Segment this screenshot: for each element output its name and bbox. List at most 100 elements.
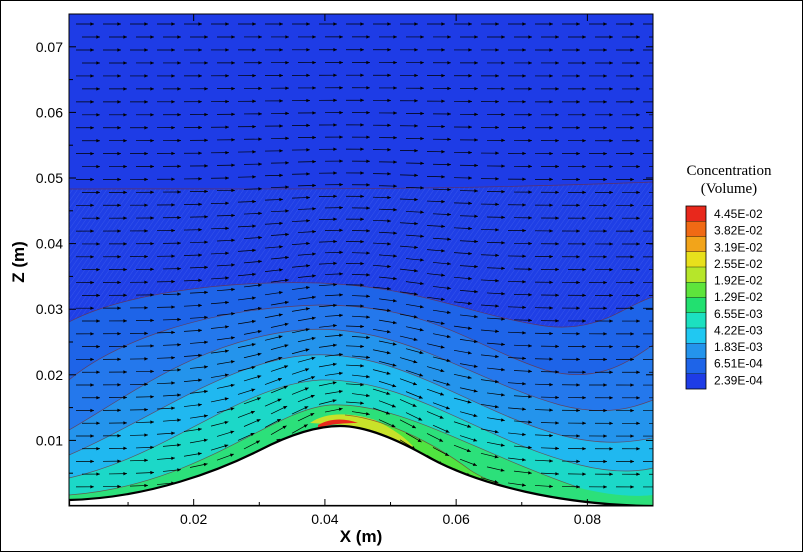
- vector-head: [277, 398, 282, 402]
- vector-head: [386, 391, 391, 395]
- vector-head: [657, 48, 661, 51]
- vector-head: [229, 453, 234, 457]
- y-tick-label: 0.05: [36, 170, 63, 186]
- vector-head: [472, 462, 477, 466]
- vector-head: [366, 60, 370, 65]
- vector-head: [225, 276, 229, 280]
- field-crest-red: [318, 419, 358, 428]
- vector-head: [90, 408, 94, 413]
- legend-swatch: [686, 236, 706, 252]
- legend-level-label: 2.39E-04: [714, 373, 763, 387]
- vector-head: [501, 87, 505, 91]
- vector-head: [555, 190, 559, 195]
- vector-head: [528, 241, 532, 246]
- vector-head: [440, 345, 445, 349]
- vector-head: [123, 471, 127, 476]
- vector-head: [630, 357, 634, 362]
- vector-head: [474, 214, 478, 218]
- legend-title-line2: (Volume): [700, 181, 758, 197]
- vector-head: [420, 86, 424, 90]
- vector-head: [123, 138, 127, 143]
- vector-head: [441, 297, 445, 301]
- vector-head: [171, 151, 175, 156]
- vector-head: [251, 343, 256, 347]
- vector-head: [630, 255, 634, 259]
- vector-head: [555, 138, 559, 143]
- vector-head: [657, 485, 661, 488]
- vector-head: [387, 219, 391, 223]
- vector-head: [252, 248, 256, 253]
- vector-head: [144, 100, 148, 104]
- vector-head: [630, 126, 634, 130]
- vector-head: [603, 255, 607, 259]
- vector-head: [495, 177, 499, 181]
- vector-head: [576, 100, 580, 104]
- vector-head: [576, 459, 580, 464]
- vector-head: [225, 325, 229, 329]
- vector-head: [603, 177, 607, 182]
- vector-head: [414, 48, 418, 52]
- vector-head: [339, 110, 343, 115]
- vector-head: [468, 22, 472, 26]
- vector-head: [90, 383, 94, 387]
- vector-head: [636, 396, 640, 400]
- vector-head: [636, 421, 640, 426]
- vector-head: [258, 259, 262, 264]
- vector-head: [278, 335, 283, 339]
- vector-head: [549, 408, 553, 412]
- vector-head: [96, 35, 100, 39]
- x-axis-label: X (m): [340, 527, 383, 546]
- vector-head: [609, 447, 613, 451]
- vector-head: [150, 61, 154, 65]
- vector-head: [360, 123, 364, 127]
- vector-head: [528, 344, 532, 348]
- vector-head: [360, 171, 364, 175]
- vector-head: [90, 357, 94, 362]
- vector-head: [609, 35, 613, 39]
- vector-head: [501, 138, 505, 143]
- vector-head: [204, 340, 208, 344]
- vector-head: [663, 217, 667, 220]
- vector-head: [231, 163, 235, 167]
- contour-line: [69, 181, 653, 190]
- vector-head: [522, 407, 526, 411]
- vector-head: [285, 35, 289, 39]
- vector-head: [609, 421, 613, 426]
- vector-head: [576, 126, 580, 130]
- vector-head: [473, 438, 478, 442]
- vector-head: [495, 74, 499, 78]
- concentration-field: [69, 14, 667, 506]
- vector-head: [445, 406, 450, 410]
- vector-head: [231, 138, 235, 142]
- vector-head: [663, 35, 667, 38]
- vector-head: [90, 485, 94, 489]
- vector-head: [500, 443, 505, 447]
- vector-head: [630, 177, 634, 182]
- vector-head: [90, 151, 94, 156]
- vector-head: [150, 445, 154, 450]
- vector-head: [279, 221, 283, 226]
- vector-head: [663, 61, 667, 64]
- vector-head: [150, 293, 154, 297]
- vector-head: [306, 195, 310, 200]
- vector-head: [310, 413, 315, 417]
- vector-head: [366, 393, 370, 398]
- vector-head: [198, 22, 202, 26]
- vector-head: [473, 413, 478, 418]
- legend-swatch: [686, 282, 706, 298]
- vector-head: [278, 356, 283, 361]
- vector-head: [150, 164, 154, 169]
- vector-head: [339, 206, 343, 210]
- vector-head: [366, 374, 370, 379]
- vector-head: [474, 314, 478, 319]
- vector-head: [657, 383, 661, 386]
- vector-head: [663, 447, 667, 450]
- vector-head: [528, 267, 532, 271]
- vector-head: [333, 22, 337, 26]
- vector-head: [657, 281, 661, 284]
- vector-head: [657, 358, 661, 361]
- vector-head: [198, 74, 202, 78]
- vector-head: [366, 273, 370, 277]
- y-tick-label: 0.01: [36, 432, 63, 448]
- vector-head: [636, 447, 640, 451]
